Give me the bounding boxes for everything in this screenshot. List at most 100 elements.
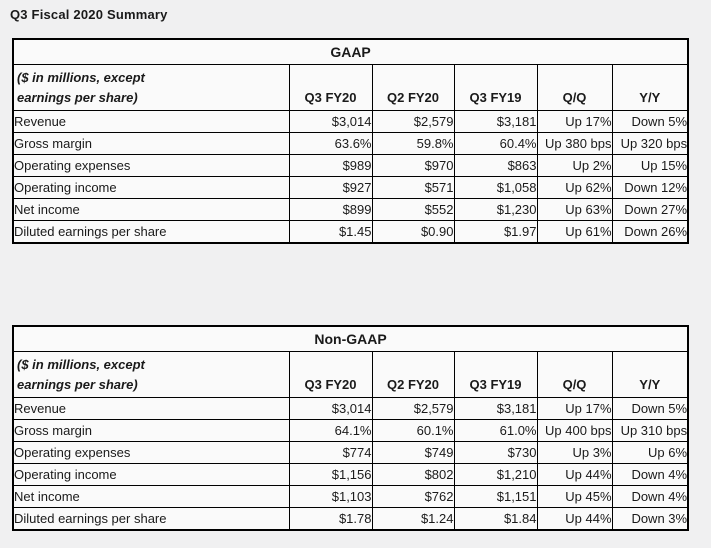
metric-value: $1,230 <box>453 198 538 221</box>
metric-label: Revenue <box>12 110 290 133</box>
unit-note-line: earnings per share) <box>17 376 138 392</box>
metric-value: $970 <box>371 154 455 177</box>
metric-value: $3,014 <box>288 110 373 133</box>
table-row: Operating expenses $774 $749 $730 Up 3% Up 6% <box>12 441 689 464</box>
metric-value: $1.24 <box>371 507 455 530</box>
metric-value: Up 63% <box>536 198 613 221</box>
metric-value: Down 26% <box>611 220 689 243</box>
table-row: Operating income $1,156 $802 $1,210 Up 44% Do… <box>12 463 689 486</box>
metric-value: $762 <box>371 485 455 508</box>
metric-label: Operating income <box>12 463 290 486</box>
gaap-table-title: GAAP <box>12 38 689 65</box>
period-column-header: Q3 FY19 <box>453 351 538 398</box>
metric-value: 61.0% <box>453 419 538 442</box>
metric-value: $899 <box>288 198 373 221</box>
unit-note-line: earnings per share) <box>17 89 138 105</box>
metric-value: $802 <box>371 463 455 486</box>
table-row: Operating expenses $989 $970 $863 Up 2% Up 15… <box>12 154 689 177</box>
period-column-header: Q/Q <box>536 351 613 398</box>
non-gaap-table: Non-GAAP ($ in millions, except earnings p… <box>12 325 690 531</box>
metric-value: $1.97 <box>453 220 538 243</box>
metric-value: $1,156 <box>288 463 373 486</box>
table-row: Operating income $927 $571 $1,058 Up 62% Down… <box>12 176 689 199</box>
metric-label: Gross margin <box>12 132 290 155</box>
metric-value: $571 <box>371 176 455 199</box>
metric-value: 63.6% <box>288 132 373 155</box>
metric-value: Up 45% <box>536 485 613 508</box>
metric-value: $0.90 <box>371 220 455 243</box>
metric-value: Down 5% <box>611 397 689 420</box>
period-column-header: Y/Y <box>611 64 689 111</box>
metric-value: Up 17% <box>536 110 613 133</box>
metric-value: Up 44% <box>536 507 613 530</box>
unit-note-header: ($ in millions, except earnings per share… <box>12 351 290 398</box>
table-row: Net income $1,103 $762 $1,151 Up 45% Down 4% <box>12 485 689 508</box>
metric-label: Gross margin <box>12 419 290 442</box>
unit-note-header: ($ in millions, except earnings per share… <box>12 64 290 111</box>
table-row: Revenue $3,014 $2,579 $3,181 Up 17% Down 5% <box>12 397 689 420</box>
metric-value: $989 <box>288 154 373 177</box>
metric-label: Net income <box>12 198 290 221</box>
metric-value: 60.4% <box>453 132 538 155</box>
metric-value: Up 380 bps <box>536 132 613 155</box>
metric-label: Operating expenses <box>12 441 290 464</box>
metric-value: $774 <box>288 441 373 464</box>
period-column-header: Q2 FY20 <box>371 351 455 398</box>
table-row: Net income $899 $552 $1,230 Up 63% Down 27% <box>12 198 689 221</box>
period-column-header: Q3 FY19 <box>453 64 538 111</box>
metric-value: 64.1% <box>288 419 373 442</box>
metric-value: $1.45 <box>288 220 373 243</box>
page-title: Q3 Fiscal 2020 Summary <box>10 7 168 22</box>
metric-value: $3,014 <box>288 397 373 420</box>
metric-value: $749 <box>371 441 455 464</box>
metric-value: Down 12% <box>611 176 689 199</box>
gaap-table-slot: GAAP ($ in millions, except earnings per s… <box>12 38 690 244</box>
metric-value: $2,579 <box>371 110 455 133</box>
metric-value: $730 <box>453 441 538 464</box>
non-gaap-table-title: Non-GAAP <box>12 325 689 352</box>
metric-value: Down 27% <box>611 198 689 221</box>
table-row: Revenue $3,014 $2,579 $3,181 Up 17% Down 5% <box>12 110 689 133</box>
metric-value: Up 400 bps <box>536 419 613 442</box>
metric-label: Revenue <box>12 397 290 420</box>
metric-value: $1.78 <box>288 507 373 530</box>
table-row: Diluted earnings per share $1.78 $1.24 $1.8… <box>12 507 689 530</box>
metric-value: $552 <box>371 198 455 221</box>
metric-label: Net income <box>12 485 290 508</box>
non-gaap-table-slot: Non-GAAP ($ in millions, except earnings p… <box>12 325 690 531</box>
metric-value: Up 15% <box>611 154 689 177</box>
table-row: Gross margin 64.1% 60.1% 61.0% Up 400 bps Up … <box>12 419 689 442</box>
metric-value: 60.1% <box>371 419 455 442</box>
metric-value: Down 4% <box>611 485 689 508</box>
gaap-table: GAAP ($ in millions, except earnings per s… <box>12 38 690 244</box>
metric-value: $927 <box>288 176 373 199</box>
metric-label: Diluted earnings per share <box>12 220 290 243</box>
metric-value: Up 310 bps <box>611 419 689 442</box>
metric-label: Operating expenses <box>12 154 290 177</box>
metric-value: Down 3% <box>611 507 689 530</box>
metric-value: $1,058 <box>453 176 538 199</box>
unit-note-line: ($ in millions, except <box>17 70 145 85</box>
metric-value: Up 6% <box>611 441 689 464</box>
period-column-header: Q3 FY20 <box>288 64 373 111</box>
metric-value: $863 <box>453 154 538 177</box>
metric-value: $1.84 <box>453 507 538 530</box>
metric-value: Up 320 bps <box>611 132 689 155</box>
metric-value: $3,181 <box>453 110 538 133</box>
metric-value: 59.8% <box>371 132 455 155</box>
metric-value: $3,181 <box>453 397 538 420</box>
metric-value: $2,579 <box>371 397 455 420</box>
metric-value: Down 5% <box>611 110 689 133</box>
unit-note-line: ($ in millions, except <box>17 357 145 372</box>
metric-value: $1,151 <box>453 485 538 508</box>
metric-value: Up 44% <box>536 463 613 486</box>
period-column-header: Q3 FY20 <box>288 351 373 398</box>
metric-value: Up 17% <box>536 397 613 420</box>
metric-value: Down 4% <box>611 463 689 486</box>
table-row: Diluted earnings per share $1.45 $0.90 $1.9… <box>12 220 689 243</box>
metric-label: Operating income <box>12 176 290 199</box>
metric-value: $1,210 <box>453 463 538 486</box>
metric-value: Up 3% <box>536 441 613 464</box>
table-row: Gross margin 63.6% 59.8% 60.4% Up 380 bps Up … <box>12 132 689 155</box>
